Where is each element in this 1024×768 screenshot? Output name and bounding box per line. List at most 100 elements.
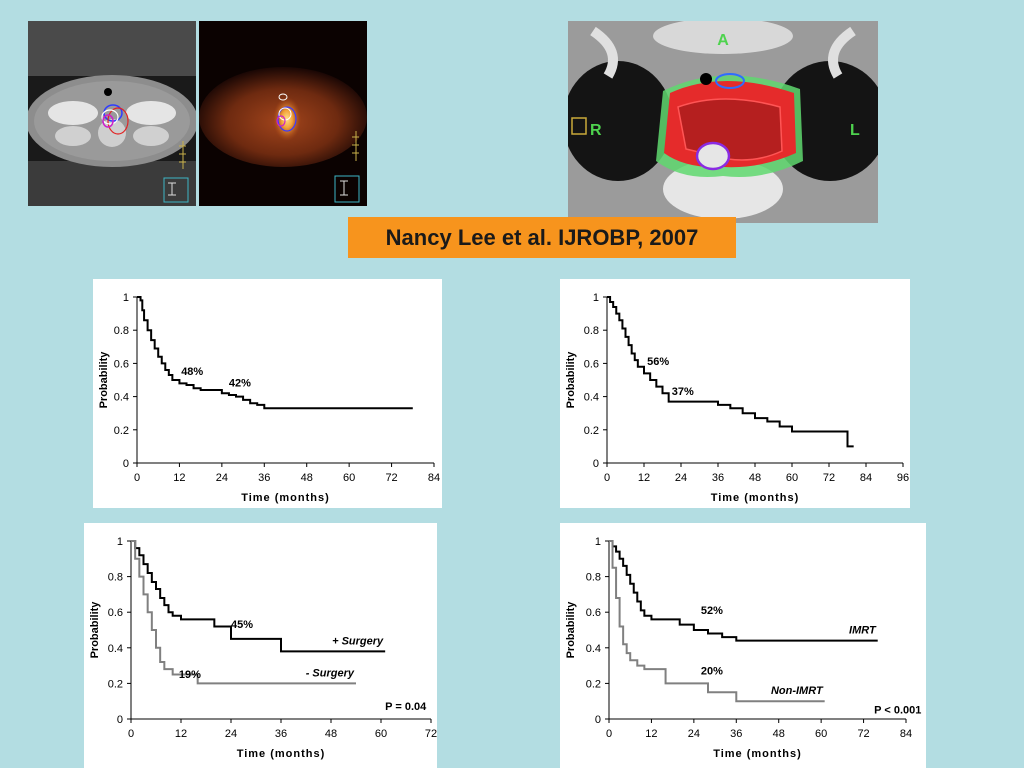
x-tick-label: 72 bbox=[385, 472, 397, 484]
y-tick-label: 0.8 bbox=[584, 325, 599, 337]
citation-label: Nancy Lee et al. IJROBP, 2007 bbox=[348, 217, 736, 258]
y-tick-label: 0.4 bbox=[108, 643, 123, 655]
y-tick-label: 1 bbox=[123, 292, 129, 304]
y-tick-label: 0.6 bbox=[584, 358, 599, 370]
x-axis-label: Time (months) bbox=[711, 492, 800, 504]
pet-image bbox=[199, 21, 367, 206]
x-tick-label: 84 bbox=[900, 728, 912, 740]
x-axis-label: Time (months) bbox=[713, 748, 802, 760]
ct-image bbox=[28, 21, 196, 206]
series-label: IMRT bbox=[849, 625, 877, 637]
x-tick-label: 0 bbox=[134, 472, 140, 484]
x-tick-label: 36 bbox=[712, 472, 724, 484]
x-tick-label: 72 bbox=[425, 728, 437, 740]
percent-label: 19% bbox=[179, 669, 201, 681]
survival-curve-2 bbox=[131, 540, 356, 685]
x-tick-label: 0 bbox=[128, 728, 134, 740]
chart-svg-4: 0 0.2 0.4 0.6 0.8 1 0 12 24 36 48 60 72 84 Time (month… bbox=[565, 536, 921, 760]
x-tick-label: 96 bbox=[897, 472, 909, 484]
y-axis-label: Probability bbox=[565, 601, 577, 659]
percent-label: 37% bbox=[672, 386, 694, 398]
series-label: - Surgery bbox=[306, 667, 355, 679]
pet-scan-graphic bbox=[199, 21, 367, 206]
survival-curve-1 bbox=[137, 296, 413, 410]
chart-imrt-comparison: 0 0.2 0.4 0.6 0.8 1 0 12 24 36 48 60 72 84 Time (month… bbox=[560, 523, 926, 768]
chart-overall-survival-1: 0 0.2 0.4 0.6 0.8 1 0 12 24 36 48 60 72 84 Time (month… bbox=[93, 279, 442, 508]
plan-label-r: R bbox=[590, 122, 602, 139]
p-value-label: P < 0.001 bbox=[874, 705, 921, 717]
y-tick-label: 0.6 bbox=[586, 607, 601, 619]
y-tick-label: 1 bbox=[117, 536, 123, 548]
x-tick-label: 12 bbox=[638, 472, 650, 484]
percent-label: 48% bbox=[181, 366, 203, 378]
y-tick-label: 1 bbox=[595, 536, 601, 548]
percent-label: 42% bbox=[229, 378, 251, 390]
percent-label: 45% bbox=[231, 619, 253, 631]
y-axis-label: Probability bbox=[89, 601, 101, 659]
x-tick-label: 48 bbox=[749, 472, 761, 484]
survival-curve-2 bbox=[609, 540, 825, 703]
x-tick-label: 48 bbox=[301, 472, 313, 484]
y-tick-label: 0.2 bbox=[114, 425, 129, 437]
y-tick-label: 0.6 bbox=[108, 607, 123, 619]
x-tick-label: 84 bbox=[428, 472, 440, 484]
dose-plan-graphic: A R L bbox=[568, 21, 878, 223]
plan-label-l: L bbox=[850, 122, 860, 139]
y-tick-label: 0.2 bbox=[586, 678, 601, 690]
survival-curve-1 bbox=[131, 540, 386, 653]
y-tick-label: 0.8 bbox=[586, 572, 601, 584]
y-tick-label: 0.4 bbox=[586, 643, 601, 655]
percent-label: 52% bbox=[701, 605, 723, 617]
plan-label-a: A bbox=[717, 32, 729, 49]
x-tick-label: 24 bbox=[688, 728, 700, 740]
x-tick-label: 12 bbox=[645, 728, 657, 740]
x-tick-label: 0 bbox=[606, 728, 612, 740]
ct-scan-graphic bbox=[28, 21, 196, 206]
y-tick-label: 0.4 bbox=[584, 392, 599, 404]
y-tick-label: 0.2 bbox=[584, 425, 599, 437]
survival-curve-1 bbox=[609, 540, 878, 642]
x-tick-label: 24 bbox=[225, 728, 237, 740]
x-tick-label: 0 bbox=[604, 472, 610, 484]
x-tick-label: 60 bbox=[815, 728, 827, 740]
chart-svg-1: 0 0.2 0.4 0.6 0.8 1 0 12 24 36 48 60 72 84 Time (month… bbox=[98, 292, 440, 504]
y-axis-label: Probability bbox=[98, 351, 110, 409]
x-tick-label: 48 bbox=[325, 728, 337, 740]
y-tick-label: 0.4 bbox=[114, 392, 129, 404]
x-tick-label: 60 bbox=[375, 728, 387, 740]
chart-svg-3: 0 0.2 0.4 0.6 0.8 1 0 12 24 36 48 60 72 Time (months)… bbox=[89, 536, 437, 760]
chart-surgery-comparison: 0 0.2 0.4 0.6 0.8 1 0 12 24 36 48 60 72 Time (months)… bbox=[84, 523, 437, 768]
plan-image: A R L bbox=[568, 21, 878, 223]
x-tick-label: 36 bbox=[275, 728, 287, 740]
x-tick-label: 84 bbox=[860, 472, 872, 484]
y-tick-label: 0.8 bbox=[114, 325, 129, 337]
x-tick-label: 72 bbox=[857, 728, 869, 740]
series-label: + Surgery bbox=[332, 635, 384, 647]
x-tick-label: 60 bbox=[343, 472, 355, 484]
x-tick-label: 12 bbox=[173, 472, 185, 484]
percent-label: 56% bbox=[647, 356, 669, 368]
y-tick-label: 0 bbox=[593, 458, 599, 470]
x-tick-label: 36 bbox=[258, 472, 270, 484]
x-axis-label: Time (months) bbox=[241, 492, 330, 504]
survival-curve-1 bbox=[607, 296, 854, 448]
x-tick-label: 72 bbox=[823, 472, 835, 484]
y-tick-label: 0.2 bbox=[108, 678, 123, 690]
x-tick-label: 12 bbox=[175, 728, 187, 740]
y-tick-label: 1 bbox=[593, 292, 599, 304]
x-axis-label: Time (months) bbox=[237, 748, 326, 760]
y-tick-label: 0 bbox=[117, 714, 123, 726]
p-value-label: P = 0.04 bbox=[385, 701, 427, 713]
percent-label: 20% bbox=[701, 666, 723, 678]
series-label: Non-IMRT bbox=[771, 685, 824, 697]
x-tick-label: 60 bbox=[786, 472, 798, 484]
x-tick-label: 48 bbox=[773, 728, 785, 740]
x-tick-label: 36 bbox=[730, 728, 742, 740]
x-tick-label: 24 bbox=[216, 472, 228, 484]
chart-svg-2: 0 0.2 0.4 0.6 0.8 1 0 12 24 36 48 60 72 84 96 Time (mon… bbox=[565, 292, 909, 504]
y-tick-label: 0.8 bbox=[108, 572, 123, 584]
chart-overall-survival-2: 0 0.2 0.4 0.6 0.8 1 0 12 24 36 48 60 72 84 96 Time (mon… bbox=[560, 279, 910, 508]
x-tick-label: 24 bbox=[675, 472, 687, 484]
y-tick-label: 0 bbox=[123, 458, 129, 470]
y-tick-label: 0.6 bbox=[114, 358, 129, 370]
